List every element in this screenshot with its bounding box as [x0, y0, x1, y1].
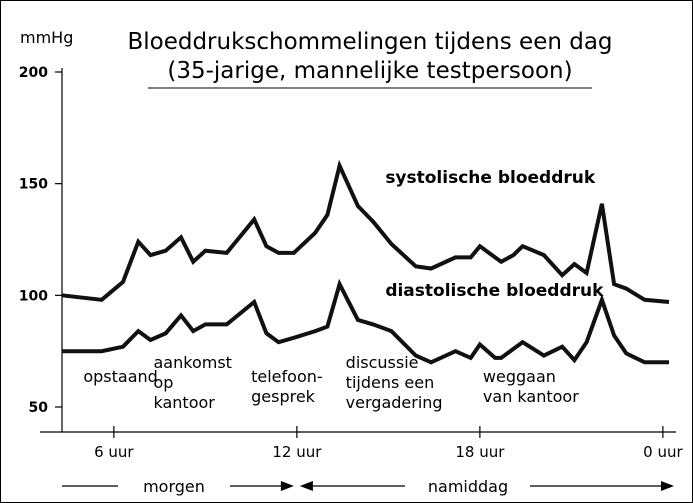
annotation-line: gesprek	[251, 387, 316, 406]
annotation-line: op	[154, 373, 174, 392]
annotation-line: telefoon-	[251, 367, 323, 386]
x-tick-label: 18 uur	[455, 443, 505, 461]
x-tick-label: 0 uur	[643, 443, 683, 461]
annotation-line: tijdens een	[346, 373, 435, 392]
series-lines	[61, 159, 670, 365]
period-namiddag: namiddag	[299, 477, 674, 496]
x-tick-label: 12 uur	[272, 443, 322, 461]
annotation-line: van kantoor	[483, 387, 579, 406]
series-labels: systolische bloeddruk diastolische bloedd…	[385, 168, 604, 301]
period-label-namiddag: namiddag	[428, 477, 508, 496]
arrowhead	[280, 481, 294, 491]
y-tick-label: 50	[29, 400, 49, 416]
diastolic-label: diastolische bloeddruk	[385, 281, 604, 301]
arrowhead	[661, 481, 674, 491]
period-arrows: morgen namiddag	[62, 477, 674, 496]
y-tick-label: 150	[19, 177, 48, 193]
annotation: telefoon-gesprek	[251, 367, 323, 406]
diastolic-line	[62, 278, 669, 365]
systolic-label: systolische bloeddruk	[385, 168, 596, 188]
y-axis-label: mmHg	[20, 28, 73, 47]
x-ticks: 6 uur 12 uur 18 uur 0 uur	[94, 426, 683, 461]
y-tick-label: 100	[19, 288, 48, 304]
y-tick-label: 200	[19, 65, 48, 81]
annotation-line: opstaand	[83, 367, 157, 386]
chart-subtitle: (35-jarige, mannelijke testpersoon)	[167, 58, 572, 84]
chart-title: Bloeddrukschommelingen tijdens een dag	[127, 29, 612, 55]
x-tick-label: 6 uur	[94, 443, 134, 461]
annotation-line: discussie	[346, 353, 419, 372]
period-morgen: morgen	[62, 477, 294, 496]
y-ticks: 50 100 150 200	[19, 65, 62, 416]
annotation-line: aankomst	[154, 353, 232, 372]
annotation-line: vergadering	[346, 393, 443, 412]
annotation-line: weggaan	[483, 367, 556, 386]
annotation-line: kantoor	[154, 393, 216, 412]
annotation: opstaand	[83, 367, 157, 386]
period-label-morgen: morgen	[143, 477, 205, 496]
systolic-line	[61, 159, 670, 304]
